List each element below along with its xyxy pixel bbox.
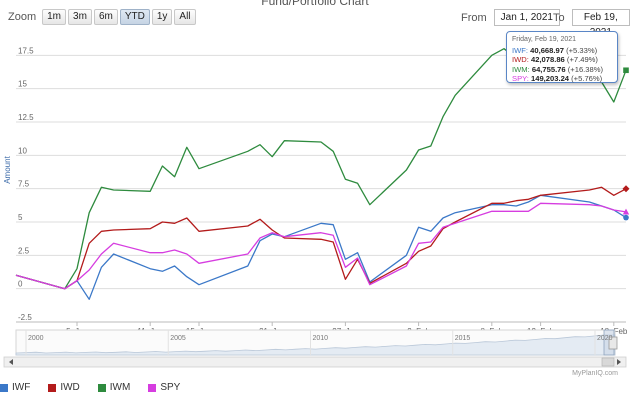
y-tick-label: 2.5 <box>18 246 30 255</box>
navigator-tick-label: 2020 <box>597 335 613 342</box>
y-tick-label: 0 <box>18 280 23 289</box>
y-tick-label: 5 <box>18 213 23 222</box>
y-tick-label: 7.5 <box>18 180 30 189</box>
legend: IWF IWD IWM SPY <box>0 382 198 393</box>
tooltip-value: 149,203.24 <box>531 74 570 84</box>
series-end-marker-iwm <box>623 67 629 74</box>
series-end-marker-spy <box>622 208 630 215</box>
navigator-tick-label: 2000 <box>28 335 44 342</box>
legend-swatch <box>0 383 8 392</box>
scroll-left-icon[interactable] <box>9 359 13 365</box>
series-line-iwm <box>15 48 627 290</box>
legend-item-iwf[interactable]: IWF <box>0 382 30 393</box>
tooltip-name: IWF <box>512 45 526 55</box>
legend-swatch <box>148 383 157 392</box>
scroll-right-icon[interactable] <box>617 359 621 365</box>
navigator-tick-label: 2010 <box>313 335 329 342</box>
tooltip-name: IWM <box>512 64 528 74</box>
tooltip-name: IWD <box>512 55 527 65</box>
tooltip-change: (+5.76%) <box>571 74 603 84</box>
series-end-marker-iwf <box>623 214 629 221</box>
zoom-label: Zoom <box>8 11 37 23</box>
legend-label: IWD <box>60 382 80 393</box>
legend-item-spy[interactable]: SPY <box>148 382 180 393</box>
series-line-spy <box>15 202 627 290</box>
zoom-button-1y[interactable]: 1y <box>151 9 173 25</box>
tooltip-value: 40,668.97 <box>530 45 564 55</box>
from-date-input[interactable]: Jan 1, 2021 <box>493 9 560 26</box>
y-tick-label: -2.5 <box>18 313 32 322</box>
tooltip-change: (+5.33%) <box>566 45 598 55</box>
y-axis-label: Amount <box>3 155 12 183</box>
legend-item-iwd[interactable]: IWD <box>48 382 80 393</box>
series-line-iwd <box>15 186 627 290</box>
series-lines <box>15 48 630 300</box>
tooltip-date: Friday, Feb 19, 2021 <box>512 36 577 43</box>
tooltip-name: SPY <box>512 74 527 84</box>
tooltip-row-iwf: IWF: 40,668.97 (+5.33%) <box>512 45 598 55</box>
legend-swatch <box>48 383 57 392</box>
page-title: Fund/Portfolio Chart <box>261 0 369 8</box>
range-from: From Jan 1, 2021 <box>461 9 560 26</box>
tooltip-row-iwd: IWD: 42,078.86 (+7.49%) <box>512 55 598 65</box>
zoom-button-ytd[interactable]: YTD <box>119 9 150 25</box>
tooltip: Friday, Feb 19, 2021 IWF: 40,668.97 (+5.… <box>506 31 618 83</box>
y-tick-label: 10 <box>18 146 27 155</box>
legend-label: IWM <box>109 382 131 393</box>
y-axis-ticks: -2.5 0 2.5 5 7.5 10 12.5 15 17.5 <box>18 46 34 322</box>
navigator-handle[interactable] <box>608 336 618 350</box>
legend-label: IWF <box>12 382 31 393</box>
series-line-iwf <box>15 194 627 300</box>
tooltip-change: (+16.38%) <box>567 64 604 74</box>
legend-item-iwm[interactable]: IWM <box>97 382 131 393</box>
y-tick-label: 12.5 <box>18 113 34 122</box>
grid <box>16 54 626 323</box>
y-tick-label: 15 <box>18 80 27 89</box>
from-label: From <box>461 11 487 24</box>
to-label: To <box>553 11 565 24</box>
navigator-series <box>15 334 616 356</box>
tooltip-change: (+7.49%) <box>566 55 598 65</box>
credit-text: MyPlanIQ.com <box>572 370 618 377</box>
zoom-button-6m[interactable]: 6m <box>93 9 118 25</box>
tooltip-value: 42,078.86 <box>531 55 565 65</box>
series-end-marker-iwd <box>622 185 630 193</box>
scrollbar-thumb[interactable] <box>601 357 615 367</box>
zoom-button-1m[interactable]: 1m <box>42 9 67 25</box>
navigator-tick-label: 2005 <box>170 335 186 342</box>
zoom-bar: Zoom 1m 3m 6m YTD 1y All <box>8 9 198 25</box>
zoom-button-3m[interactable]: 3m <box>68 9 92 25</box>
zoom-button-all[interactable]: All <box>174 9 196 25</box>
legend-swatch <box>97 383 106 392</box>
navigator-scrollbar[interactable] <box>3 356 627 368</box>
navigator-tick-label: 2015 <box>455 335 471 342</box>
navigator[interactable]: 2000 2005 2010 2015 2020 <box>3 329 627 368</box>
tooltip-row-iwm: IWM: 64,755.76 (+16.38%) <box>512 64 604 74</box>
y-tick-label: 17.5 <box>18 46 34 55</box>
legend-label: SPY <box>160 382 181 393</box>
tooltip-value: 64,755.76 <box>531 64 566 74</box>
tooltip-row-spy: SPY: 149,203.24 (+5.76%) <box>512 74 603 84</box>
